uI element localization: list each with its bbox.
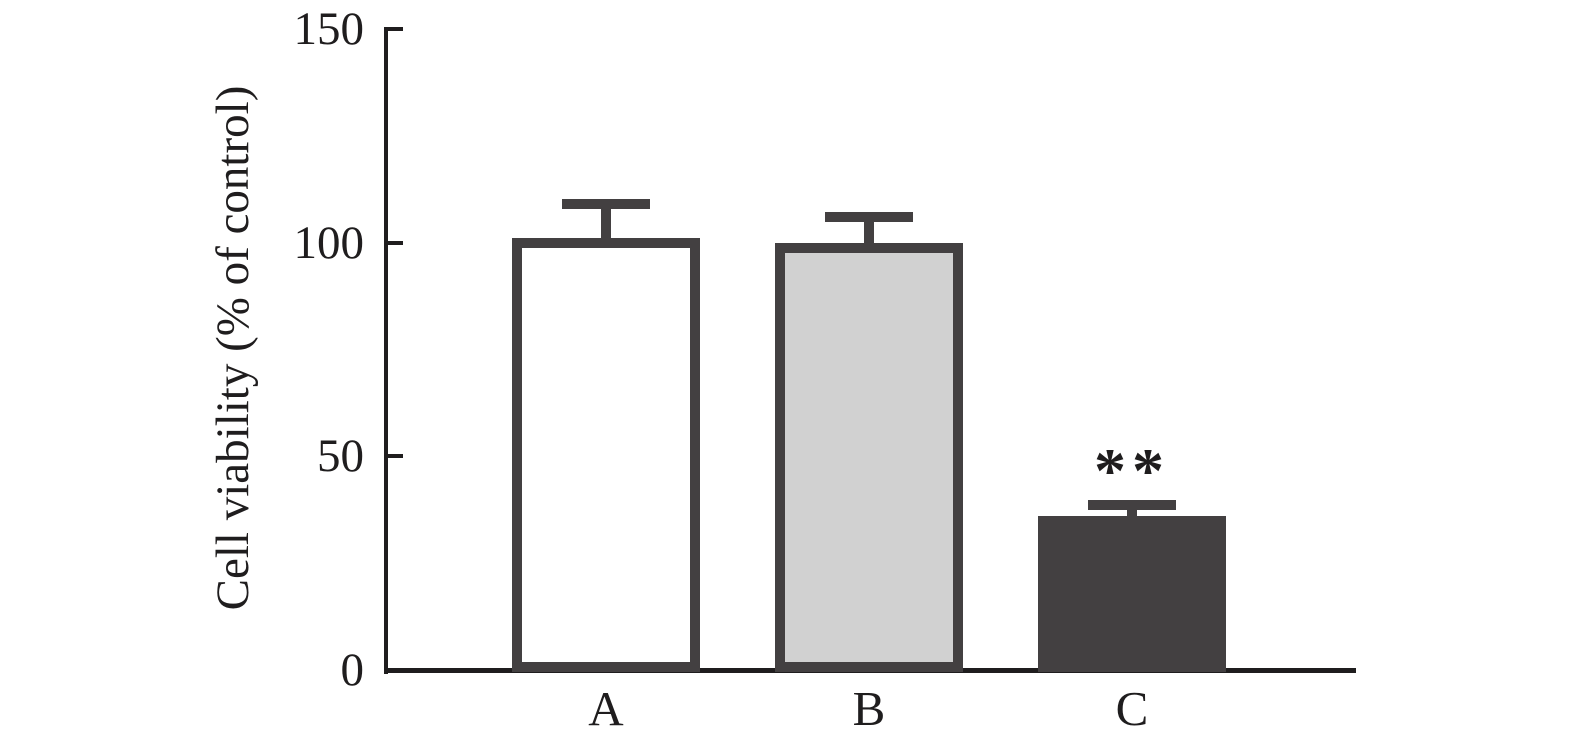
y-tick-label: 50 [317,430,364,483]
y-tick-label: 0 [340,644,365,696]
y-tick-mark [386,27,403,31]
y-tick-label: 150 [293,3,365,55]
y-tick-mark [386,454,403,459]
error-bar-cap [1088,500,1176,511]
y-tick-mark [386,240,403,245]
error-bar-cap [825,212,913,223]
x-category-label-B: B [852,681,886,732]
x-category-label-A: A [588,681,624,732]
bar-B [775,242,963,672]
error-bar-stem [1127,505,1137,519]
bar-C [1038,516,1226,672]
error-bar-stem [864,217,874,245]
x-category-label-C: C [1115,681,1149,732]
y-tick-label: 100 [293,216,365,269]
error-bar-stem [601,204,611,241]
y-axis-line [384,27,388,674]
error-bar-cap [562,199,650,210]
bar-A [512,238,700,672]
significance-marker: ** [1094,435,1170,507]
y-axis-label: Cell viability (% of control) [207,85,259,611]
